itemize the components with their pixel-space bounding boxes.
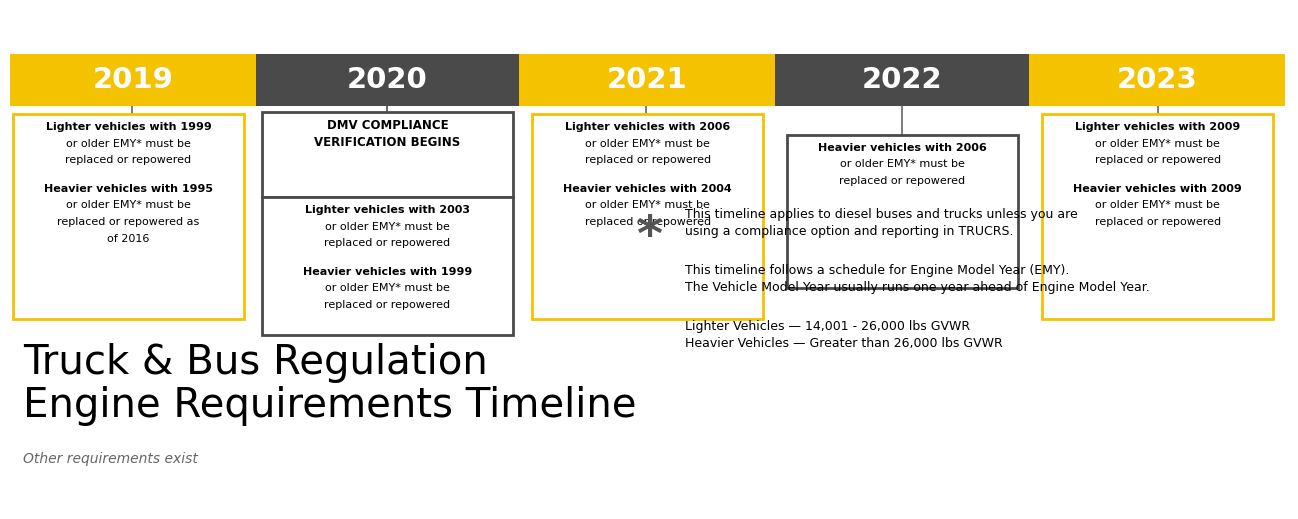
Bar xyxy=(13,114,244,319)
Text: or older EMY* must be: or older EMY* must be xyxy=(840,159,964,169)
Text: of 2016: of 2016 xyxy=(108,234,149,243)
Text: or older EMY* must be: or older EMY* must be xyxy=(324,222,450,231)
Text: or older EMY* must be: or older EMY* must be xyxy=(1096,200,1220,210)
Text: Lighter vehicles with 2003: Lighter vehicles with 2003 xyxy=(305,205,470,215)
Text: or older EMY* must be: or older EMY* must be xyxy=(66,139,191,148)
Text: or older EMY* must be: or older EMY* must be xyxy=(585,139,710,148)
Text: replaced or repowered: replaced or repowered xyxy=(1094,155,1221,165)
Bar xyxy=(262,197,513,335)
Text: replaced or repowered: replaced or repowered xyxy=(324,300,450,310)
Text: 2022: 2022 xyxy=(862,66,942,94)
Text: replaced or repowered as: replaced or repowered as xyxy=(57,217,200,227)
Bar xyxy=(1029,54,1285,106)
Text: replaced or repowered: replaced or repowered xyxy=(1094,217,1221,227)
Bar xyxy=(519,54,775,106)
Text: replaced or repowered: replaced or repowered xyxy=(584,155,711,165)
Text: replaced or repowered: replaced or repowered xyxy=(65,155,192,165)
Text: Lighter vehicles with 2009: Lighter vehicles with 2009 xyxy=(1075,122,1241,132)
Bar xyxy=(1042,114,1273,319)
Bar xyxy=(532,114,763,319)
Text: or older EMY* must be: or older EMY* must be xyxy=(66,200,191,210)
Text: DMV COMPLIANCE: DMV COMPLIANCE xyxy=(327,119,448,132)
Text: Lighter Vehicles — 14,001 - 26,000 lbs GVWR: Lighter Vehicles — 14,001 - 26,000 lbs G… xyxy=(685,320,971,333)
Bar xyxy=(787,135,1018,288)
Text: 2023: 2023 xyxy=(1116,66,1198,94)
Text: replaced or repowered: replaced or repowered xyxy=(324,238,450,248)
Text: or older EMY* must be: or older EMY* must be xyxy=(1096,139,1220,148)
Text: Lighter vehicles with 1999: Lighter vehicles with 1999 xyxy=(45,122,212,132)
Text: replaced or repowered: replaced or repowered xyxy=(584,217,711,227)
Text: Lighter vehicles with 2006: Lighter vehicles with 2006 xyxy=(565,122,731,132)
Text: VERIFICATION BEGINS: VERIFICATION BEGINS xyxy=(314,136,461,149)
Text: or older EMY* must be: or older EMY* must be xyxy=(324,283,450,293)
Bar xyxy=(262,112,513,197)
Text: Heavier vehicles with 1999: Heavier vehicles with 1999 xyxy=(302,267,472,277)
Text: or older EMY* must be: or older EMY* must be xyxy=(585,200,710,210)
Text: 2019: 2019 xyxy=(92,66,174,94)
Bar xyxy=(256,54,519,106)
Text: using a compliance option and reporting in TRUCRS.: using a compliance option and reporting … xyxy=(685,225,1014,238)
Text: 2021: 2021 xyxy=(606,66,688,94)
Text: 2020: 2020 xyxy=(347,66,428,94)
Text: Heavier Vehicles — Greater than 26,000 lbs GVWR: Heavier Vehicles — Greater than 26,000 l… xyxy=(685,337,1003,350)
Bar xyxy=(775,54,1029,106)
Text: Heavier vehicles with 2009: Heavier vehicles with 2009 xyxy=(1073,184,1242,194)
Text: Heavier vehicles with 1995: Heavier vehicles with 1995 xyxy=(44,184,213,194)
Text: This timeline follows a schedule for Engine Model Year (EMY).: This timeline follows a schedule for Eng… xyxy=(685,264,1070,277)
Bar xyxy=(10,54,256,106)
Text: This timeline applies to diesel buses and trucks unless you are: This timeline applies to diesel buses an… xyxy=(685,208,1079,221)
Text: Heavier vehicles with 2004: Heavier vehicles with 2004 xyxy=(563,184,732,194)
Text: The Vehicle Model Year usually runs one year ahead of Engine Model Year.: The Vehicle Model Year usually runs one … xyxy=(685,281,1150,294)
Text: *: * xyxy=(636,213,662,261)
Text: Heavier vehicles with 2006: Heavier vehicles with 2006 xyxy=(818,143,986,153)
Text: Other requirements exist: Other requirements exist xyxy=(23,452,199,466)
Text: replaced or repowered: replaced or repowered xyxy=(839,176,966,186)
Text: Truck & Bus Regulation
Engine Requirements Timeline: Truck & Bus Regulation Engine Requiremen… xyxy=(23,343,637,426)
